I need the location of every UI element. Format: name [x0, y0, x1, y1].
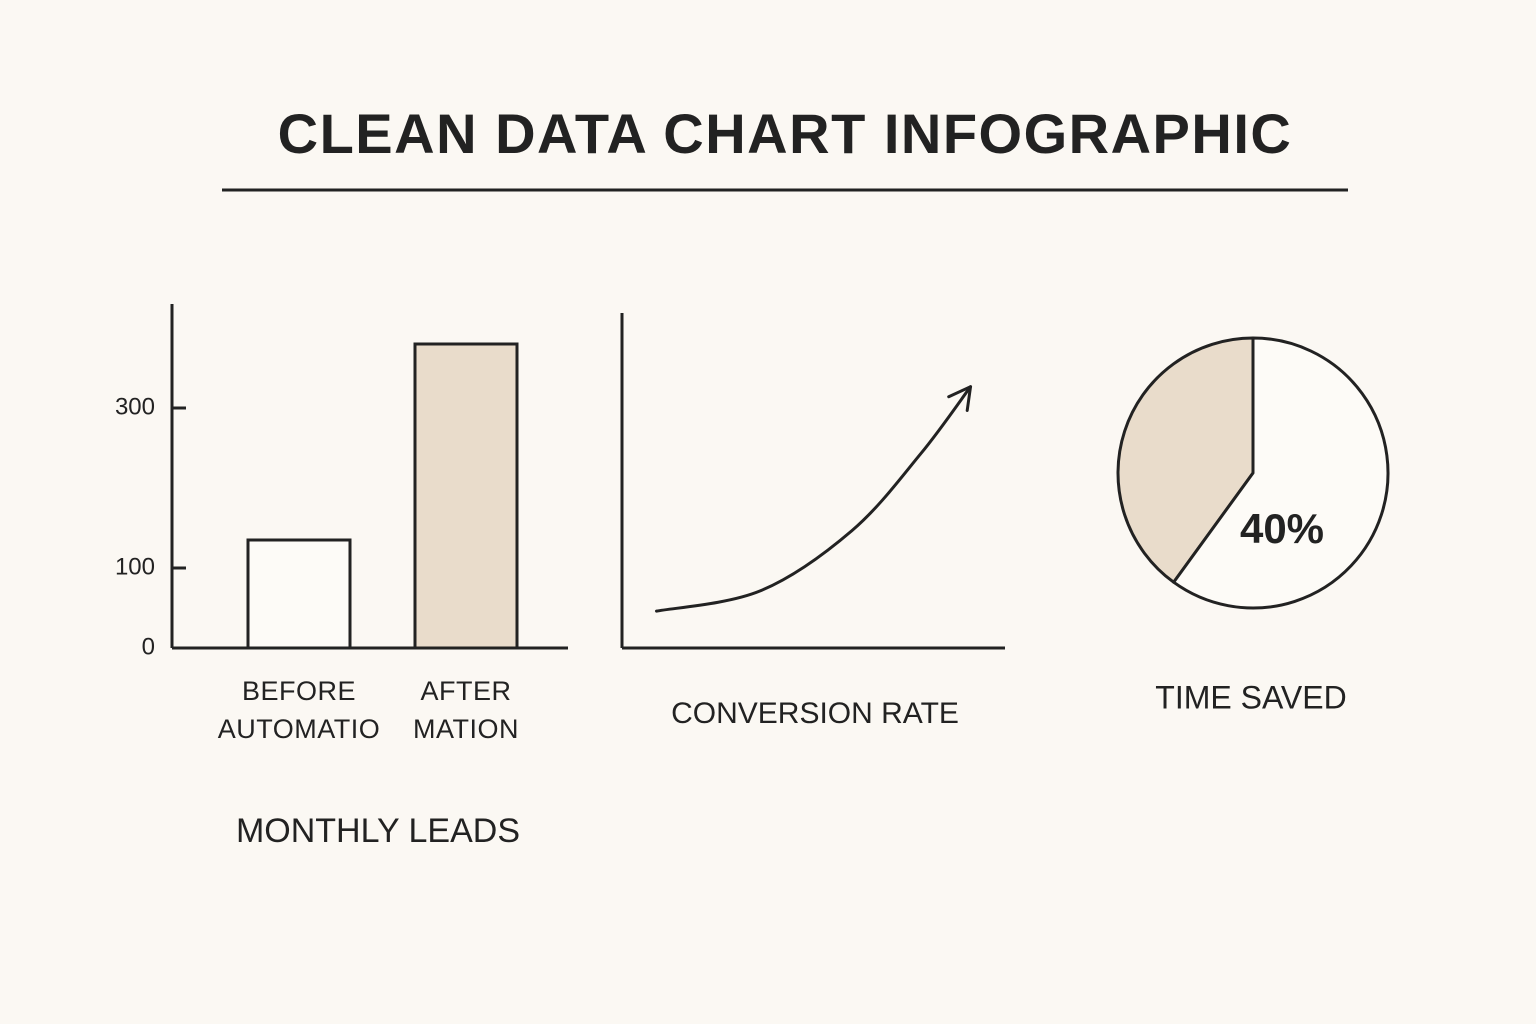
x-tick-label: AFTER MATION — [413, 676, 520, 744]
y-tick-label: 300 — [115, 393, 155, 420]
y-tick-label: 0 — [142, 633, 155, 660]
chart-title: CONVERSION RATE — [671, 697, 959, 730]
arrow-head — [947, 385, 973, 412]
chart-title: TIME SAVED — [1155, 679, 1346, 715]
x-tick-label: BEFORE AUTOMATIO — [217, 676, 381, 744]
page-title: CLEAN DATA CHART INFOGRAPHIC — [278, 102, 1293, 165]
pie-slice — [1116, 336, 1255, 584]
bar — [246, 538, 352, 650]
pie-label: 40% — [1240, 505, 1324, 552]
bar — [413, 342, 519, 650]
y-tick-label: 100 — [115, 553, 155, 580]
line — [654, 385, 973, 613]
chart-title: MONTHLY LEADS — [236, 812, 520, 850]
pie-slice — [1172, 336, 1390, 610]
